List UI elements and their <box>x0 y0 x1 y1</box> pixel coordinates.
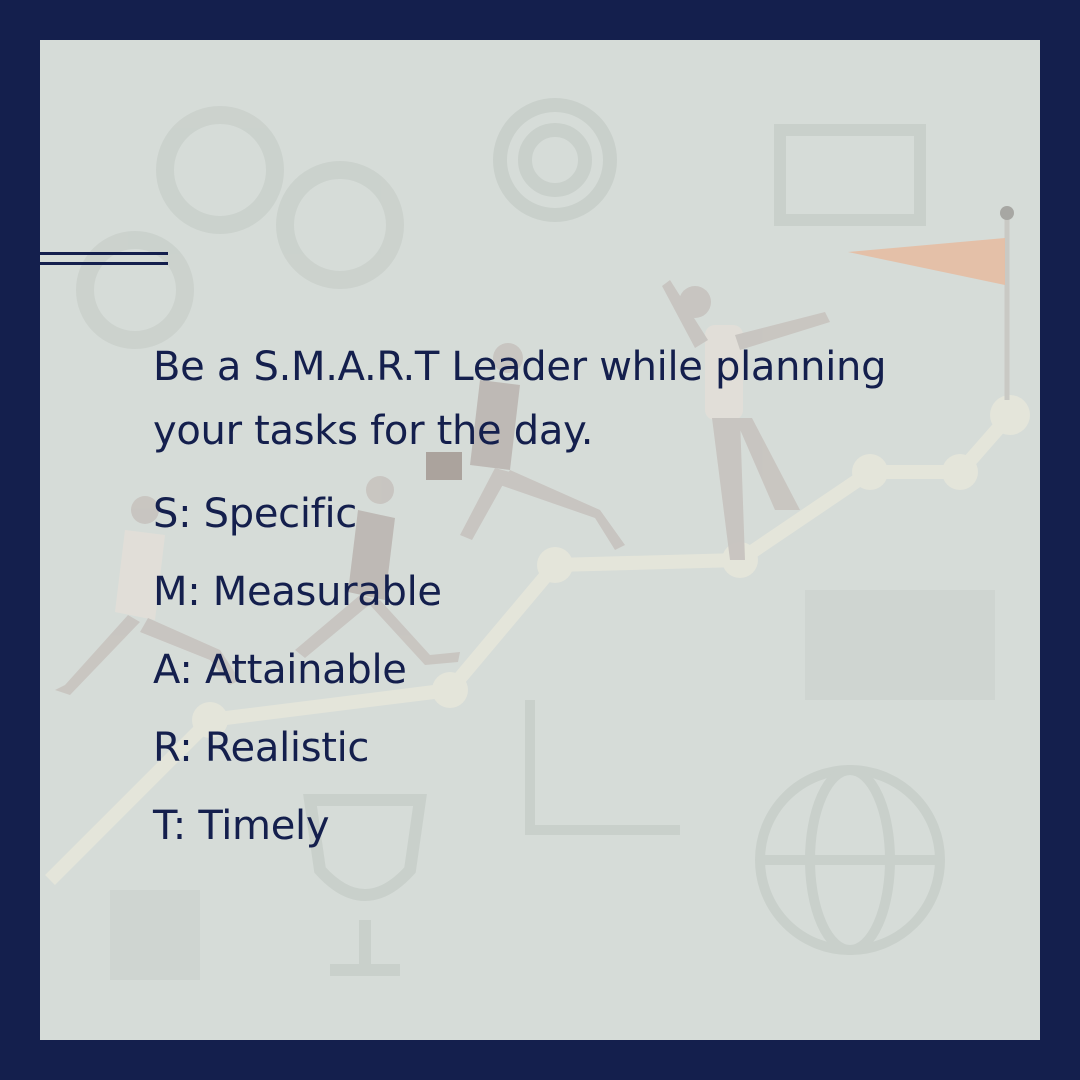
gear-icon <box>76 106 404 349</box>
item-specific: S: Specific <box>153 491 357 537</box>
item-timely: T: Timely <box>153 803 330 849</box>
item-attainable: A: Attainable <box>153 647 407 693</box>
trophy-icon <box>303 794 427 976</box>
background-illustration <box>45 98 1030 980</box>
card-icon <box>805 590 995 700</box>
chart-board-icon <box>525 700 680 835</box>
monitor-icon <box>774 124 926 226</box>
climbing-figures <box>55 280 830 695</box>
text-block: Be a S.M.A.R.T Leader while planning you… <box>153 335 973 865</box>
headline: Be a S.M.A.R.T Leader while planning you… <box>153 344 887 454</box>
content-panel: Be a S.M.A.R.T Leader while planning you… <box>40 40 1040 1040</box>
accent-lines <box>40 252 168 276</box>
item-realistic: R: Realistic <box>153 725 370 771</box>
lock-icon <box>110 890 200 980</box>
flag-icon <box>848 238 1005 285</box>
item-measurable: M: Measurable <box>153 569 442 615</box>
target-icon <box>493 98 617 222</box>
globe-icon <box>755 765 945 955</box>
growth-points <box>192 395 1030 738</box>
